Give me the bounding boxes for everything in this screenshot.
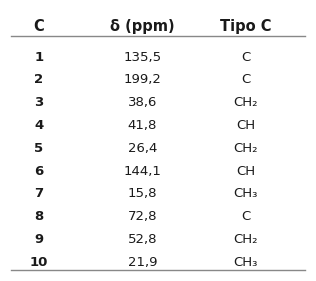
Text: 7: 7 bbox=[34, 187, 44, 200]
Text: 15,8: 15,8 bbox=[128, 187, 157, 200]
Text: 5: 5 bbox=[34, 142, 44, 155]
Text: 135,5: 135,5 bbox=[123, 51, 161, 64]
Text: 3: 3 bbox=[34, 96, 44, 109]
Text: CH₃: CH₃ bbox=[234, 187, 258, 200]
Text: CH: CH bbox=[236, 119, 255, 132]
Text: CH₂: CH₂ bbox=[234, 96, 258, 109]
Text: C: C bbox=[241, 210, 250, 223]
Text: δ (ppm): δ (ppm) bbox=[110, 19, 175, 34]
Text: 26,4: 26,4 bbox=[128, 142, 157, 155]
Text: 199,2: 199,2 bbox=[124, 73, 161, 86]
Text: 144,1: 144,1 bbox=[124, 165, 161, 178]
Text: 9: 9 bbox=[34, 233, 44, 246]
Text: C: C bbox=[241, 73, 250, 86]
Text: C: C bbox=[241, 51, 250, 64]
Text: 41,8: 41,8 bbox=[128, 119, 157, 132]
Text: 4: 4 bbox=[34, 119, 44, 132]
Text: 10: 10 bbox=[30, 256, 48, 269]
Text: CH₃: CH₃ bbox=[234, 256, 258, 269]
Text: 52,8: 52,8 bbox=[128, 233, 157, 246]
Text: 72,8: 72,8 bbox=[128, 210, 157, 223]
Text: CH₂: CH₂ bbox=[234, 142, 258, 155]
Text: 38,6: 38,6 bbox=[128, 96, 157, 109]
Text: 1: 1 bbox=[34, 51, 44, 64]
Text: CH: CH bbox=[236, 165, 255, 178]
Text: 2: 2 bbox=[34, 73, 44, 86]
Text: Tipo C: Tipo C bbox=[220, 19, 271, 34]
Text: 8: 8 bbox=[34, 210, 44, 223]
Text: 6: 6 bbox=[34, 165, 44, 178]
Text: CH₂: CH₂ bbox=[234, 233, 258, 246]
Text: C: C bbox=[33, 19, 44, 34]
Text: 21,9: 21,9 bbox=[128, 256, 157, 269]
